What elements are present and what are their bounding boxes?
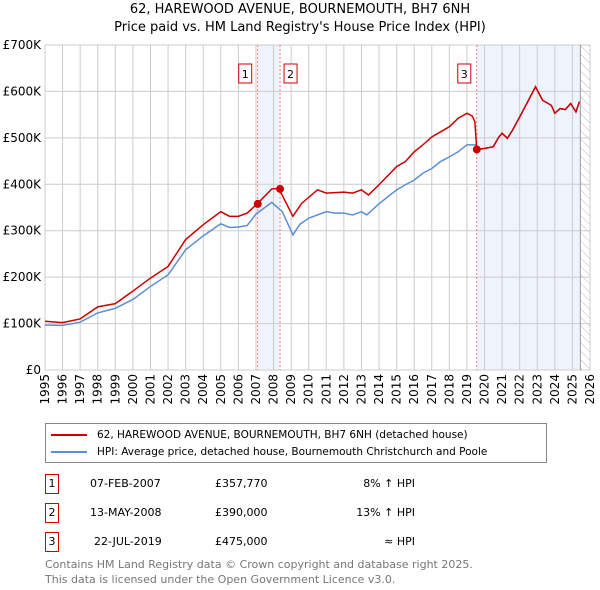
sale-row: 3 22-JUL-2019 £475,000 ≈ HPI [45,532,465,552]
x-tick-label: 1999 [108,374,122,405]
x-tick-label: 1997 [73,374,87,405]
legend-swatch-red [51,433,87,436]
chart-title: 62, HAREWOOD AVENUE, BOURNEMOUTH, BH7 6N… [129,2,471,17]
x-tick-label: 2013 [354,374,368,405]
x-tick-label: 2021 [495,374,509,405]
sale-point [472,145,481,154]
x-tick-label: 2014 [372,374,386,405]
sale-label: 1 [242,68,249,81]
y-tick-label: £600K [3,84,43,98]
sale-row: 1 07-FEB-2007 £357,770 8% ↑ HPI [45,474,465,494]
x-tick-label: 1995 [38,374,52,405]
sale-hpi: 8% ↑ HPI [363,477,415,490]
y-tick-label: £500K [3,131,43,145]
x-tick-label: 2017 [425,374,439,405]
x-tick-label: 2026 [583,374,597,405]
legend-item-property: 62, HAREWOOD AVENUE, BOURNEMOUTH, BH7 6N… [51,426,468,443]
sale-price: £357,770 [215,477,268,490]
x-tick-label: 2000 [126,374,140,405]
sale-badge: 1 [45,474,59,494]
chart-subtitle: Price paid vs. HM Land Registry's House … [114,20,486,35]
legend-label: 62, HAREWOOD AVENUE, BOURNEMOUTH, BH7 6N… [97,428,468,441]
x-tick-label: 2025 [565,374,579,405]
x-tick-label: 1996 [56,374,70,405]
legend-swatch-blue [51,450,87,453]
footer-copyright: Contains HM Land Registry data © Crown c… [45,558,473,571]
sale-date: 07-FEB-2007 [90,477,161,490]
price-chart: 1995 1996 1997 1998 1999 2000 2001 2002 2003 2004… [3,38,597,405]
x-tick-label: 2009 [284,374,298,405]
x-tick-label: 1998 [91,374,105,405]
x-tick-label: 2024 [548,374,562,405]
x-tick-label: 2018 [442,374,456,405]
sale-hpi: ≈ HPI [384,535,415,548]
sale-label-box [238,63,253,84]
forecast-hatch [580,45,590,370]
footer-licence: This data is licensed under the Open Gov… [45,573,396,586]
x-tick-label: 2007 [249,374,263,405]
x-tick-label: 2006 [231,374,245,405]
sale-price: £390,000 [215,506,268,519]
x-tick-label: 2020 [478,374,492,405]
shaded-period [476,45,581,370]
x-tick-label: 2023 [530,374,544,405]
y-tick-label: £400K [3,177,43,191]
sale-badge: 3 [45,532,59,552]
x-tick-label: 2001 [143,374,157,405]
sale-price: £475,000 [215,535,268,548]
sale-label-box [283,63,298,84]
sale-label-box [457,63,472,84]
x-tick-label: 2015 [390,374,404,405]
x-tick-label: 2008 [267,374,281,405]
shaded-period [257,45,281,370]
sale-label: 2 [287,68,294,81]
sale-date: 13-MAY-2008 [90,506,162,519]
y-tick-label: £0 [26,363,41,377]
property-price-line [44,85,581,324]
x-tick-label: 2011 [319,374,333,405]
x-tick-label: 2019 [460,374,474,405]
legend-label: HPI: Average price, detached house, Bour… [97,445,488,458]
x-tick-label: 2022 [513,374,527,405]
x-tick-label: 2003 [179,374,193,405]
y-tick-label: £200K [3,270,43,284]
legend-item-hpi: HPI: Average price, detached house, Bour… [51,443,487,460]
x-tick-label: 2012 [337,374,351,405]
x-tick-label: 2010 [302,374,316,405]
x-tick-label: 2004 [196,374,210,405]
x-tick-label: 2005 [214,374,228,405]
sale-point [276,184,285,193]
sale-point [253,199,262,208]
legend: 62, HAREWOOD AVENUE, BOURNEMOUTH, BH7 6N… [45,423,547,463]
x-tick-label: 2016 [407,374,421,405]
y-tick-label: £100K [3,317,43,331]
sale-date: 22-JUL-2019 [94,535,162,548]
sale-label: 3 [461,68,468,81]
sale-hpi: 13% ↑ HPI [356,506,415,519]
x-tick-label: 2002 [161,374,175,405]
y-tick-label: £300K [3,224,43,238]
sale-badge: 2 [45,503,59,523]
sale-row: 2 13-MAY-2008 £390,000 13% ↑ HPI [45,503,465,523]
y-tick-label: £700K [3,38,43,52]
